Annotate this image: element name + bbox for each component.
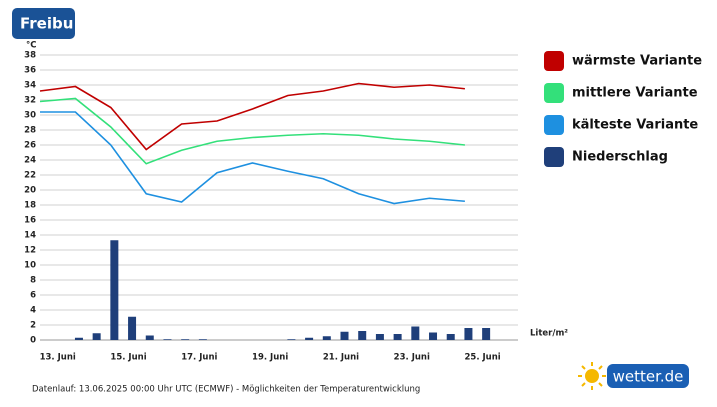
y-tick-label: 18 (24, 201, 36, 211)
logo-box (607, 364, 689, 388)
temp-line (40, 111, 465, 205)
precip-bar (163, 339, 172, 340)
y-tick-label: 36 (24, 66, 36, 76)
title-badge (12, 8, 75, 39)
precip-bar (358, 331, 367, 340)
temp-line (39, 97, 465, 165)
y-tick-label: 34 (24, 81, 36, 91)
chart-title: Freibu (20, 15, 73, 33)
y-tick-label: 10 (24, 261, 36, 271)
y-tick-label: 14 (24, 231, 36, 241)
y-axis-label: °C (26, 41, 37, 51)
sun-rays (578, 362, 606, 390)
y-tick-label: 20 (24, 186, 36, 196)
logo-text: wetter.de (613, 368, 684, 386)
precip-bar (340, 331, 349, 340)
precip-bar (110, 240, 119, 340)
legend-label: kälteste Variante (572, 118, 698, 133)
legend-label: wärmste Variante (572, 54, 702, 69)
x-tick-label: 19. Juni (252, 353, 288, 363)
y-tick-label: 4 (30, 306, 36, 316)
y-tick-label: 0 (30, 336, 36, 346)
y-tick-label: 6 (30, 291, 36, 301)
precip-bar (375, 334, 384, 340)
y-tick-label: 16 (24, 216, 36, 226)
precip-bar (446, 334, 455, 340)
precip-bar (322, 336, 331, 340)
temp-line (39, 82, 465, 151)
precip-bar (464, 328, 473, 340)
y-tick-label: 22 (24, 171, 36, 181)
precip-bar (482, 328, 491, 340)
x-tick-label: 17. Juni (181, 353, 217, 363)
x-tick-label: 25. Juni (464, 353, 500, 363)
y-tick-label: 32 (24, 96, 36, 106)
legend-swatch (544, 51, 564, 71)
footer: Datenlauf: 13.06.2025 00:00 Uhr UTC (ECM… (32, 385, 420, 395)
legend-swatch (544, 147, 564, 167)
y-tick-label: 8 (30, 276, 36, 286)
precip-bar (92, 333, 101, 340)
legend-label: Niederschlag (572, 150, 668, 165)
y-tick-label: 30 (24, 111, 36, 121)
precip-unit-label: Liter/m² (530, 329, 568, 339)
precip-bar (393, 334, 402, 340)
logo: wetter.de (578, 362, 689, 390)
x-tick-label: 21. Juni (323, 353, 359, 363)
precip-bar (429, 332, 438, 340)
legend-swatch (544, 115, 564, 135)
y-tick-label: 24 (24, 156, 36, 166)
y-tick-label: 2 (30, 321, 36, 331)
x-tick-label: 13. Juni (40, 353, 76, 363)
precip-bar (128, 316, 137, 340)
x-tick-label: 23. Juni (394, 353, 430, 363)
y-tick-label: 38 (24, 51, 36, 61)
precip-bar (198, 339, 207, 340)
precip-bar (305, 337, 314, 340)
precip-bar (74, 337, 83, 340)
legend-swatch (544, 83, 564, 103)
x-tick-label: 15. Juni (110, 353, 146, 363)
sun-icon (585, 369, 599, 383)
precip-bar (411, 326, 420, 340)
y-tick-label: 28 (24, 126, 36, 136)
precip-bar (181, 339, 190, 340)
precip-bar (287, 339, 296, 340)
y-tick-label: 12 (24, 246, 36, 256)
y-tick-label: 26 (24, 141, 36, 151)
legend-label: mittlere Variante (572, 86, 698, 101)
precip-bar (145, 335, 154, 340)
